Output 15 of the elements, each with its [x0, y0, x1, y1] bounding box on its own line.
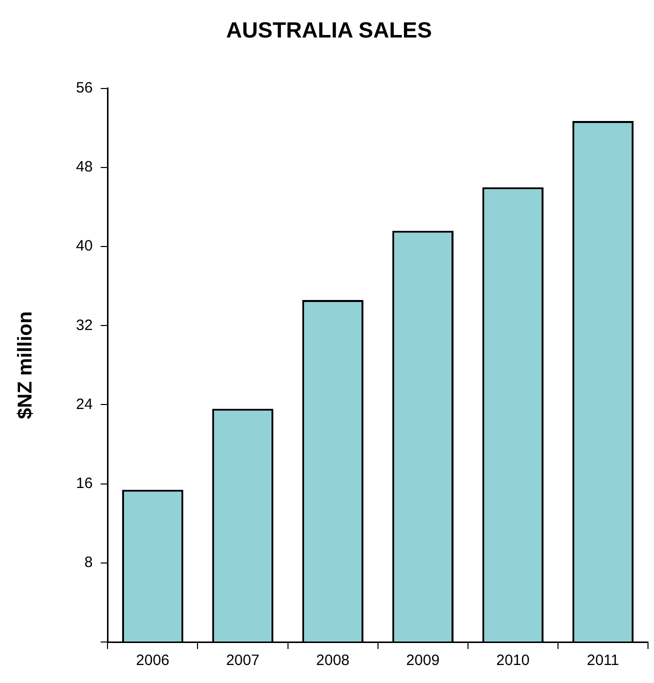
y-tick-label: 56: [76, 80, 93, 97]
x-tick-label: 2009: [406, 652, 440, 670]
y-tick-label: 8: [84, 554, 93, 572]
y-tick-label: 16: [76, 474, 93, 492]
x-tick-label: 2010: [496, 652, 530, 670]
y-tick-label: 40: [76, 238, 93, 255]
y-axis-title: $NZ million: [14, 311, 37, 420]
chart-title: AUSTRALIA SALES: [226, 17, 432, 42]
y-tick-label: 32: [76, 316, 93, 334]
x-tick-label: 2007: [226, 652, 260, 670]
x-tick-label: 2008: [316, 652, 350, 670]
y-tick-label: 24: [76, 396, 93, 413]
y-tick-label: 48: [76, 158, 93, 176]
x-tick-label: 2011: [586, 652, 620, 670]
x-tick-label: 2006: [136, 652, 170, 670]
